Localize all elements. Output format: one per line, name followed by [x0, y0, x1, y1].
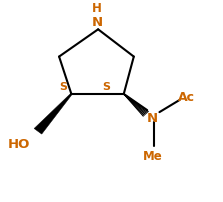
Text: S: S — [60, 81, 68, 92]
Text: S: S — [102, 81, 110, 92]
Text: Me: Me — [143, 149, 163, 162]
Text: N: N — [147, 111, 158, 124]
Text: HO: HO — [8, 137, 30, 150]
Text: H: H — [92, 2, 102, 15]
Polygon shape — [34, 94, 72, 135]
Text: N: N — [91, 16, 103, 29]
Text: Ac: Ac — [178, 91, 195, 104]
